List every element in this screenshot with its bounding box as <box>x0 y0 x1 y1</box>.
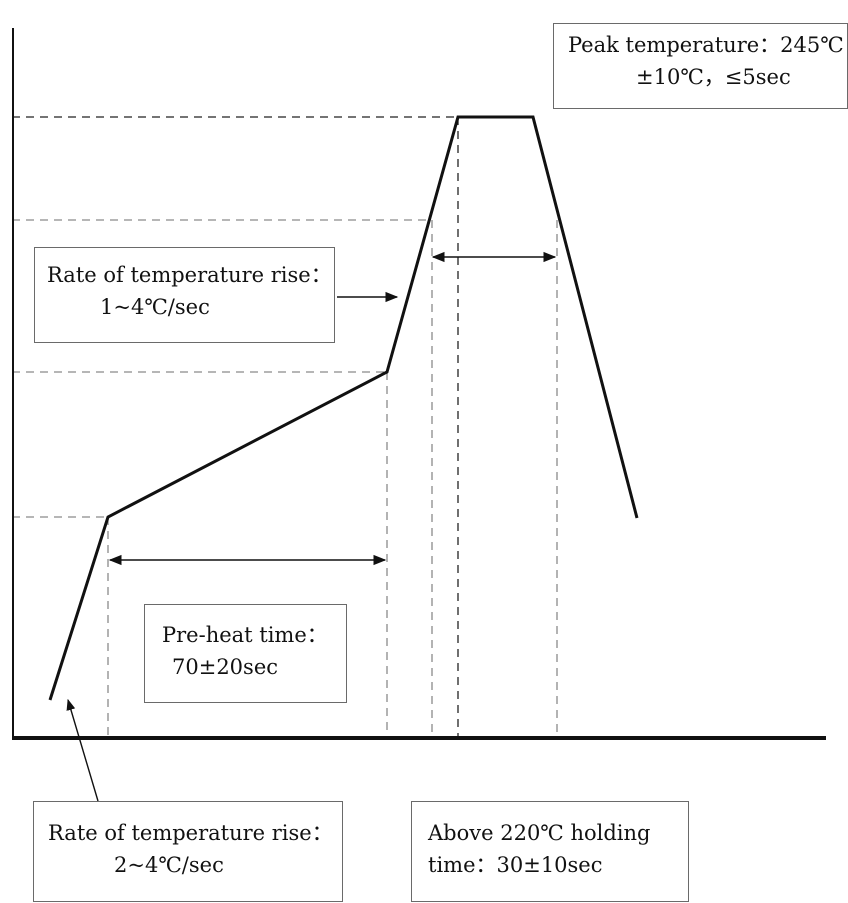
preheat-time-value: 70±20sec <box>172 654 279 679</box>
initial-ramp-rate-callout: Rate of temperature rise： 2~4℃/sec <box>33 801 343 902</box>
preheat-time-label: Pre-heat time： <box>162 623 328 647</box>
initial-ramp-rate-value: 2~4℃/sec <box>114 852 224 877</box>
peak-tolerance-label: ±10℃，≤5sec <box>636 64 791 89</box>
initial-ramp-pointer-arrow <box>66 698 99 802</box>
ramp-rate-value: 1~4℃/sec <box>100 294 210 319</box>
initial-ramp-rate-label: Rate of temperature rise： <box>48 821 333 845</box>
peak-temperature-label: Peak temperature：245℃ <box>568 33 844 57</box>
preheat-time-callout: Pre-heat time： 70±20sec <box>144 604 347 703</box>
ramp-rate-callout: Rate of temperature rise： 1~4℃/sec <box>34 247 335 343</box>
holding-time-callout: Above 220℃ holding time：30±10sec <box>411 801 689 902</box>
ramp-rate-label: Rate of temperature rise： <box>47 263 332 287</box>
holding-time-value: time：30±10sec <box>428 852 603 877</box>
temperature-profile-curve <box>48 115 639 701</box>
peak-temperature-callout: Peak temperature：245℃ ±10℃，≤5sec <box>553 23 848 109</box>
holding-time-label: Above 220℃ holding <box>428 821 651 845</box>
